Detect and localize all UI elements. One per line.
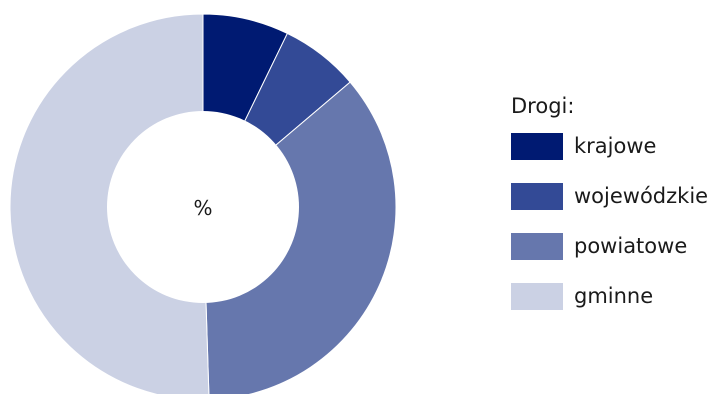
legend-label-powiatowe: powiatowe [574,234,688,258]
center-label: % [193,196,212,220]
legend-label-wojewodzkie: wojewódzkie [574,184,709,208]
legend: Drogi: krajowe wojewódzkie powiatowe gmi… [511,86,711,332]
legend-swatch-wojewodzkie [511,183,563,210]
legend-swatch-krajowe [511,133,563,160]
legend-item-gminne: gminne [511,282,711,311]
donut-hole [107,111,299,303]
legend-label-gminne: gminne [574,284,654,308]
legend-item-krajowe: krajowe [511,132,711,161]
slice-powiatowe [202,81,397,394]
legend-label-krajowe: krajowe [574,134,657,158]
legend-item-powiatowe: powiatowe [511,232,711,261]
legend-swatch-gminne [511,283,563,310]
legend-item-wojewodzkie: wojewódzkie [511,182,711,211]
legend-title: Drogi: [511,94,575,118]
legend-swatch-powiatowe [511,233,563,260]
